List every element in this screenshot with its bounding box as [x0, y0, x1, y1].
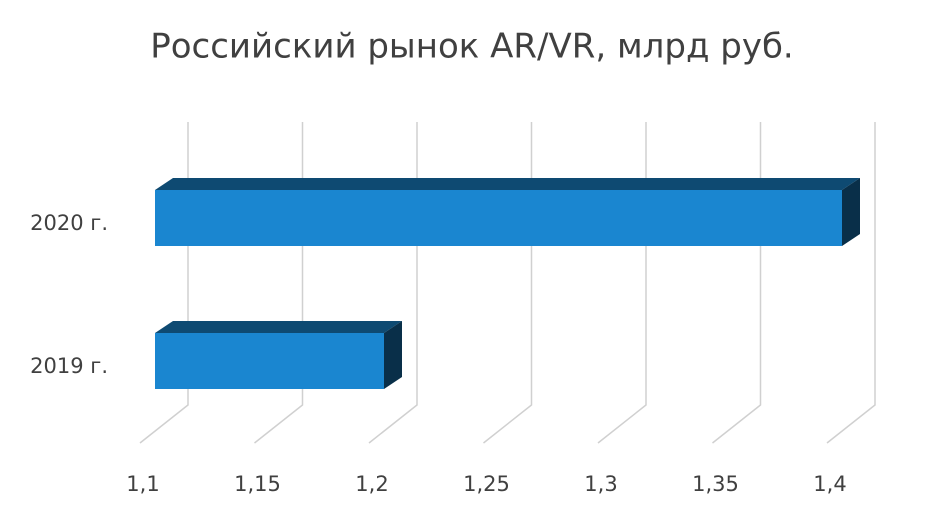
grid-line — [254, 122, 304, 444]
x-tick-label: 1,1 — [126, 472, 159, 496]
bar-side — [842, 178, 860, 246]
bar-top — [155, 321, 402, 333]
grid-line — [368, 122, 418, 444]
grid-line — [483, 122, 533, 444]
grid-line — [712, 122, 762, 444]
x-tick-label: 1,2 — [355, 472, 388, 496]
x-tick-label: 1,15 — [234, 472, 281, 496]
bar — [155, 333, 384, 389]
x-tick-label: 1,35 — [692, 472, 739, 496]
grid-line — [597, 122, 647, 444]
grid-line — [139, 122, 189, 444]
y-tick-label: 2019 г. — [30, 354, 108, 378]
bar-top — [155, 178, 860, 190]
bar — [155, 190, 842, 246]
chart-title: Российский рынок AR/VR, млрд руб. — [150, 27, 794, 67]
y-tick-label: 2020 г. — [30, 211, 108, 235]
x-tick-label: 1,25 — [463, 472, 510, 496]
x-tick-label: 1,4 — [813, 472, 846, 496]
bar-side — [384, 321, 402, 389]
grid-line — [826, 122, 876, 444]
x-tick-label: 1,3 — [584, 472, 617, 496]
